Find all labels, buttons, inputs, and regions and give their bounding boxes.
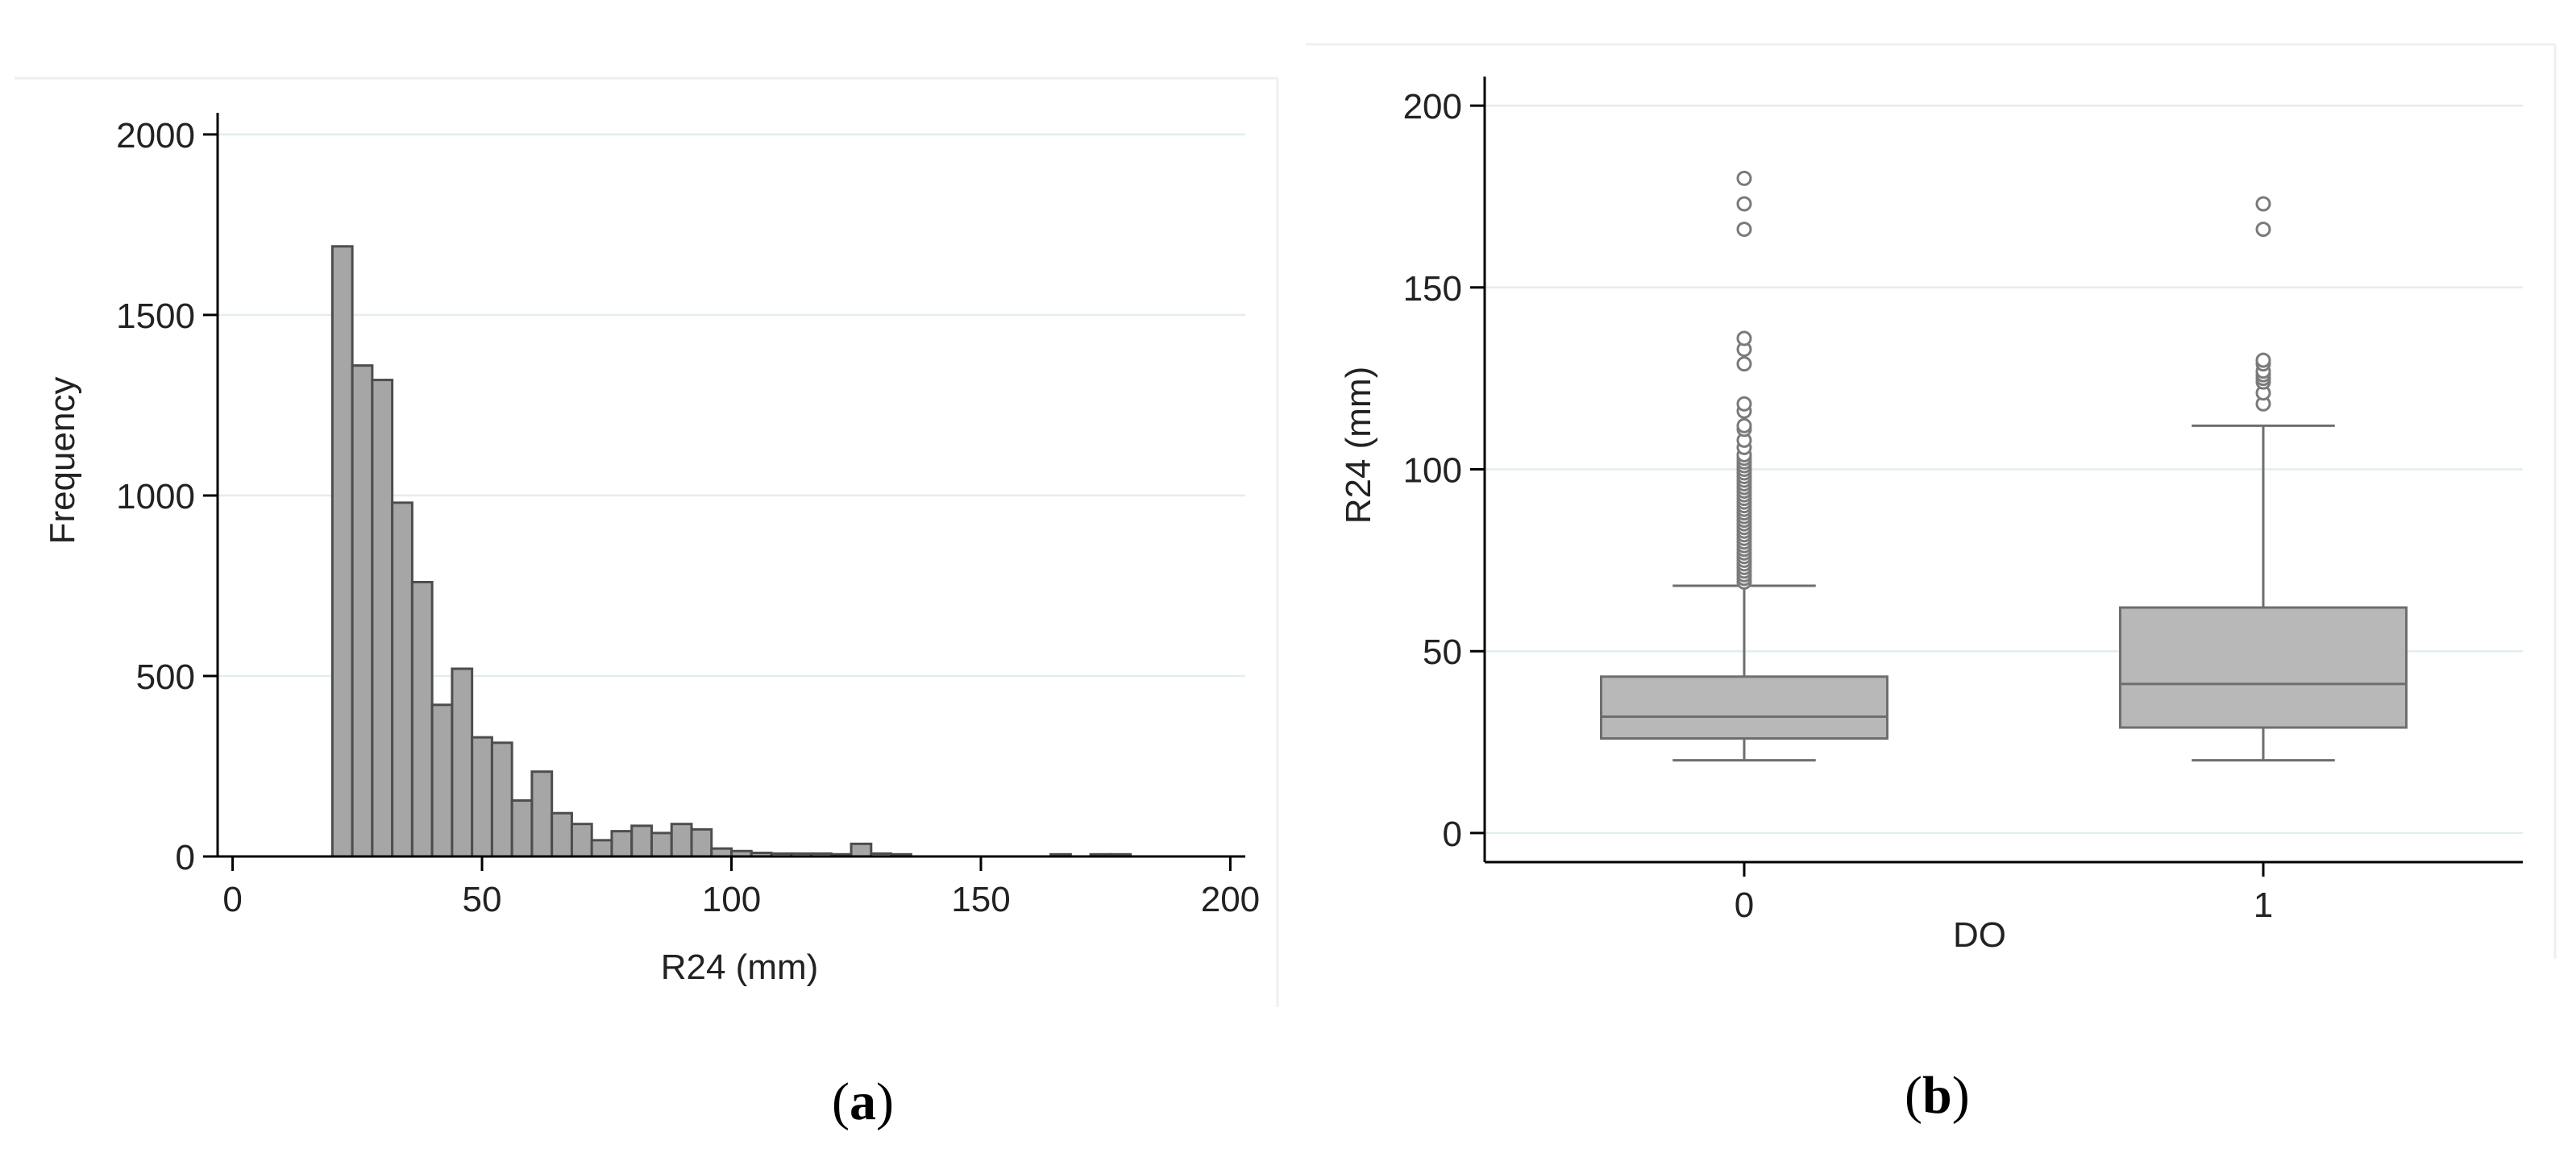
box-group-0: 0 [1600, 170, 1888, 925]
hist-x-axis-title: R24 (mm) [661, 948, 819, 987]
hist-bar [430, 703, 454, 858]
box-outlier [2255, 222, 2271, 238]
hist-bar [530, 770, 554, 858]
box-x-tick-label: 0 [1735, 885, 1754, 925]
histogram-panel: 0 500 1000 1500 2000 0 50 100 150 200 R24 (mm) Freq… [15, 77, 1279, 1007]
hist-bar [551, 811, 573, 858]
hist-y-tick-label: 2000 [116, 116, 195, 156]
hist-bar [650, 831, 673, 858]
hist-bar [850, 842, 873, 858]
box-outlier [2255, 196, 2271, 212]
box-y-tick-label: 0 [1443, 815, 1462, 854]
hist-bar [410, 580, 434, 858]
box-outlier [2255, 352, 2271, 368]
hist-bar [330, 245, 354, 858]
hist-y-tick-label: 500 [136, 657, 195, 697]
hist-bar [351, 364, 374, 858]
box-iqr [1600, 675, 1888, 740]
hist-y-tick-label: 1000 [116, 477, 195, 516]
box-x-tick-label: 1 [2254, 885, 2273, 925]
panel-b-label: (b) [1905, 1066, 1970, 1125]
hist-x-tick-label: 50 [463, 880, 502, 919]
hist-bar [690, 827, 713, 858]
box-outlier [1736, 417, 1752, 433]
hist-x-tick-label: 150 [951, 880, 1010, 919]
hist-bar [610, 830, 634, 858]
hist-x-tick-label: 200 [1201, 880, 1260, 919]
hist-y-axis-title: Frequency [43, 377, 82, 545]
box-y-tick-label: 200 [1403, 87, 1462, 126]
box-x-axis-title: DO [1953, 915, 2006, 955]
box-outlier [1736, 170, 1752, 186]
hist-bar [451, 667, 474, 858]
box-iqr [2119, 606, 2408, 729]
box-y-tick-label: 100 [1403, 451, 1462, 491]
box-outlier [1736, 356, 1752, 372]
boxplot-panel: 0 50 100 150 200 0 1 DO R24 (mm) [1306, 43, 2557, 959]
hist-bar [371, 379, 394, 858]
hist-x-tick-label: 0 [222, 880, 242, 919]
hist-bar [670, 823, 693, 858]
hist-y-tick-label: 0 [176, 838, 195, 877]
box-group-1: 1 [2119, 196, 2408, 925]
hist-bar [510, 799, 534, 858]
box-y-tick-label: 150 [1403, 269, 1462, 309]
box-outlier [1736, 396, 1752, 412]
box-y-axis-title: R24 (mm) [1339, 367, 1378, 525]
hist-bar [490, 741, 513, 858]
box-outlier [1736, 222, 1752, 238]
hist-bar [570, 823, 593, 858]
hist-bar [391, 501, 413, 858]
box-outlier [1736, 330, 1752, 346]
hist-bar [471, 736, 493, 858]
hist-bar [630, 824, 653, 858]
hist-y-tick-label: 1500 [116, 297, 195, 336]
hist-bar [590, 839, 613, 858]
box-outlier [1736, 196, 1752, 212]
box-y-tick-label: 50 [1423, 632, 1462, 672]
panel-a-label: (a) [832, 1072, 894, 1131]
hist-x-tick-label: 100 [702, 880, 761, 919]
